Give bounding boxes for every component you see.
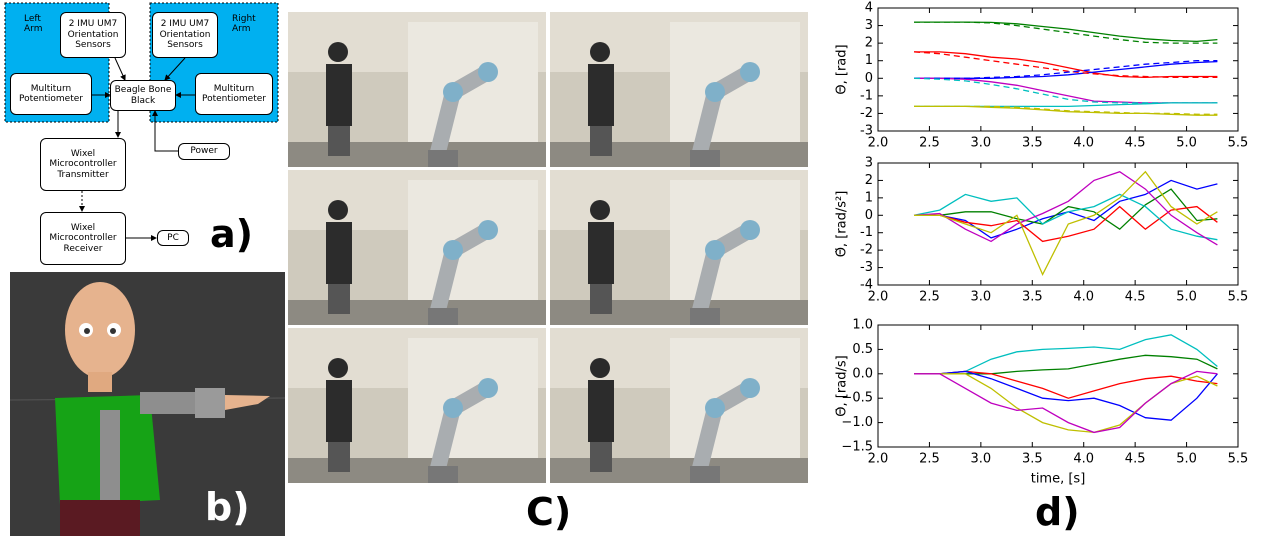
series-line xyxy=(914,355,1217,374)
x-tick-label: 3.5 xyxy=(1022,290,1043,305)
y-tick-label: 4 xyxy=(865,1,873,16)
panel-label: d) xyxy=(1035,490,1080,534)
x-tick-label: 5.5 xyxy=(1228,452,1249,467)
series-line xyxy=(914,371,1217,432)
x-tick-label: 3.0 xyxy=(971,290,992,305)
y-tick-label: -3 xyxy=(860,260,873,275)
x-tick-label: 5.5 xyxy=(1228,290,1249,305)
x-tick-label: 5.5 xyxy=(1228,136,1249,151)
x-tick-label: 4.0 xyxy=(1073,452,1094,467)
series-line xyxy=(914,207,1217,242)
x-tick-label: 3.0 xyxy=(971,136,992,151)
node: Beagle Bone Black xyxy=(110,80,176,111)
x-tick-label: 2.0 xyxy=(868,452,889,467)
y-axis-label: Θ̈, [rad/s²] xyxy=(835,191,850,258)
x-tick-label: 4.5 xyxy=(1125,452,1146,467)
y-tick-label: -1 xyxy=(860,225,873,240)
panel-label: a) xyxy=(210,212,253,256)
x-tick-label: 2.5 xyxy=(919,136,940,151)
panel-label: C) xyxy=(526,490,571,534)
y-tick-label: 0.5 xyxy=(852,342,873,357)
node: Wixel Microcontroller Transmitter xyxy=(40,138,126,191)
y-tick-label: 1.0 xyxy=(852,318,873,333)
plot-frame xyxy=(878,325,1238,447)
x-tick-label: 4.5 xyxy=(1125,290,1146,305)
y-axis-label: Θ̇, [rad/s] xyxy=(835,355,850,416)
x-tick-label: 3.5 xyxy=(1022,136,1043,151)
x-tick-label: 4.0 xyxy=(1073,136,1094,151)
node: 2 IMU UM7 Orientation Sensors xyxy=(152,12,218,58)
y-tick-label: 1 xyxy=(865,53,873,68)
photo xyxy=(288,12,546,167)
x-axis-label: time, [s] xyxy=(1031,472,1086,487)
label: Left Arm xyxy=(24,14,54,35)
series-line xyxy=(914,172,1217,275)
x-tick-label: 2.5 xyxy=(919,452,940,467)
label: Right Arm xyxy=(232,14,262,35)
y-tick-label: 2 xyxy=(865,36,873,51)
node: Multiturn Potentiometer xyxy=(10,73,92,115)
x-tick-label: 2.0 xyxy=(868,136,889,151)
y-tick-label: 3 xyxy=(865,18,873,33)
series-line xyxy=(914,61,1217,79)
photo xyxy=(288,328,546,483)
node: Wixel Microcontroller Receiver xyxy=(40,212,126,265)
x-tick-label: 3.5 xyxy=(1022,452,1043,467)
y-tick-label: -1 xyxy=(860,88,873,103)
y-tick-label: 1 xyxy=(865,190,873,205)
figure: -3 -2 -1 0 1 2 3 4 2.0 2.5 3.0 3.5 4.0 4.5 5.0 5.5 Θ, [r… xyxy=(0,0,1266,536)
y-axis-label: Θ, [rad] xyxy=(835,44,850,94)
photo xyxy=(550,328,808,483)
panel-label: b) xyxy=(205,485,250,529)
x-tick-label: 2.5 xyxy=(919,290,940,305)
x-tick-label: 3.0 xyxy=(971,452,992,467)
x-tick-label: 5.0 xyxy=(1176,290,1197,305)
node: 2 IMU UM7 Orientation Sensors xyxy=(60,12,126,58)
charts: -3 -2 -1 0 1 2 3 4 2.0 2.5 3.0 3.5 4.0 4.5 5.0 5.5 Θ, [r… xyxy=(835,1,1249,487)
y-tick-label: -2 xyxy=(860,106,873,121)
node: Multiturn Potentiometer xyxy=(195,73,273,115)
x-tick-label: 4.5 xyxy=(1125,136,1146,151)
x-tick-label: 5.0 xyxy=(1176,452,1197,467)
series-line xyxy=(914,62,1217,79)
y-tick-label: -2 xyxy=(860,243,873,258)
y-tick-label: 0.0 xyxy=(852,366,873,381)
photo xyxy=(550,170,808,325)
node: PC xyxy=(157,230,189,246)
page: -3 -2 -1 0 1 2 3 4 2.0 2.5 3.0 3.5 4.0 4.5 5.0 5.5 Θ, [r… xyxy=(0,0,1266,536)
y-tick-label: 0 xyxy=(865,71,873,86)
y-tick-label: 0 xyxy=(865,208,873,223)
y-tick-label: 2 xyxy=(865,173,873,188)
x-tick-label: 2.0 xyxy=(868,290,889,305)
series-line xyxy=(914,106,1217,114)
y-tick-label: 3 xyxy=(865,156,873,171)
photo xyxy=(288,170,546,325)
series-line xyxy=(914,189,1217,229)
node: Power xyxy=(178,143,230,160)
series-line xyxy=(914,194,1217,239)
x-tick-label: 4.0 xyxy=(1073,290,1094,305)
x-tick-label: 5.0 xyxy=(1176,136,1197,151)
series-line xyxy=(914,335,1217,374)
series-line xyxy=(914,78,1217,103)
photo xyxy=(550,12,808,167)
series-line xyxy=(914,371,1217,420)
arrow xyxy=(115,58,125,80)
